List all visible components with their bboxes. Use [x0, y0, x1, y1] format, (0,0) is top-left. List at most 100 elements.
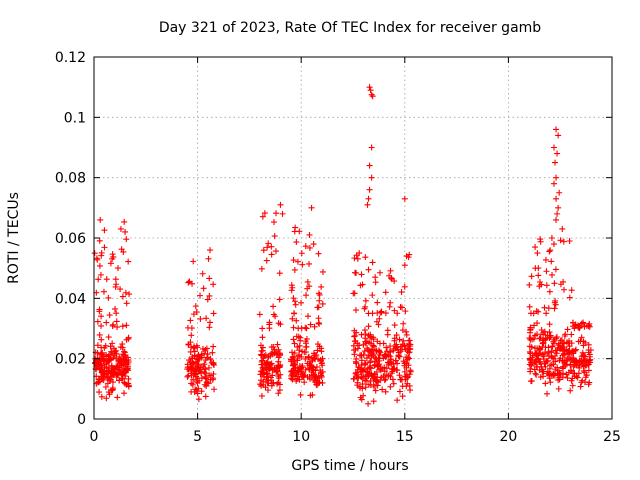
data-point [404, 380, 411, 387]
data-point [377, 377, 384, 384]
data-point [294, 355, 301, 362]
data-point [296, 228, 303, 235]
data-point [358, 396, 365, 403]
data-point [184, 324, 191, 331]
y-tick-label: 0.08 [55, 171, 86, 187]
data-point [188, 332, 195, 339]
data-point [543, 310, 550, 317]
data-point [369, 259, 376, 266]
data-point [190, 258, 197, 265]
data-point [586, 351, 593, 358]
data-point [557, 345, 564, 352]
data-point [364, 201, 371, 208]
x-tick-labels: 0 5 10 15 20 25 [90, 429, 621, 445]
data-point [399, 393, 406, 400]
data-point [401, 262, 408, 269]
data-point [274, 367, 281, 374]
data-point [550, 340, 557, 347]
data-point [274, 341, 281, 348]
data-point [297, 391, 304, 398]
data-point [207, 247, 214, 254]
data-point [122, 358, 129, 365]
data-point [206, 292, 213, 299]
data-point [365, 266, 372, 273]
data-point [299, 261, 306, 268]
data-point [112, 276, 119, 283]
data-point [382, 376, 389, 383]
data-point [566, 237, 573, 244]
data-point [268, 344, 275, 351]
data-point [546, 334, 553, 341]
data-point [538, 281, 545, 288]
data-point [568, 331, 575, 338]
data-point [555, 204, 562, 211]
data-point [361, 348, 368, 355]
x-tick-label: 0 [90, 429, 99, 445]
data-point [394, 397, 401, 404]
data-point [295, 325, 302, 332]
data-point [553, 216, 560, 223]
y-tick-labels: 0 0.02 0.04 0.06 0.08 0.1 0.12 [55, 50, 86, 428]
data-point [358, 331, 365, 338]
data-point [277, 201, 284, 208]
data-point [553, 335, 560, 342]
data-point [119, 344, 126, 351]
data-point [319, 300, 326, 307]
data-point [561, 359, 568, 366]
data-point [546, 248, 553, 255]
data-point [207, 319, 214, 326]
data-point [573, 362, 580, 369]
data-point [386, 303, 393, 310]
data-point [552, 266, 559, 273]
data-point [547, 247, 554, 254]
data-point [271, 233, 278, 240]
data-point [372, 279, 379, 286]
data-point [537, 374, 544, 381]
data-point [585, 347, 592, 354]
data-point [305, 313, 312, 320]
data-point [290, 295, 297, 302]
data-point [529, 360, 536, 367]
x-tick-label: 20 [499, 429, 517, 445]
data-point [292, 298, 299, 305]
data-point [569, 347, 576, 354]
data-point [560, 350, 567, 357]
data-point [102, 342, 109, 349]
data-point [291, 310, 298, 317]
data-point [256, 311, 263, 318]
data-point [265, 240, 272, 247]
data-point [568, 287, 575, 294]
data-point [260, 247, 267, 254]
data-point [551, 280, 558, 287]
data-point [555, 132, 562, 139]
data-point [401, 283, 408, 290]
data-point [289, 315, 296, 322]
data-point [261, 353, 268, 360]
data-point [102, 383, 109, 390]
data-point [95, 379, 102, 386]
data-point [262, 384, 269, 391]
data-point [388, 274, 395, 281]
data-point [315, 315, 322, 322]
data-point [185, 279, 192, 286]
data-point [368, 91, 375, 98]
data-point [267, 352, 274, 359]
data-point [396, 353, 403, 360]
data-point [351, 290, 358, 297]
data-point [191, 352, 198, 359]
data-point [276, 350, 283, 357]
data-point [116, 353, 123, 360]
data-point [550, 180, 557, 187]
data-point [387, 343, 394, 350]
data-point [535, 355, 542, 362]
data-point [197, 292, 204, 299]
data-point [371, 343, 378, 350]
data-point [188, 388, 195, 395]
data-point [107, 376, 114, 383]
y-tick-label: 0.12 [55, 50, 86, 66]
data-point [368, 347, 375, 354]
data-point [125, 383, 132, 390]
data-point [318, 360, 325, 367]
x-tick-label: 25 [603, 429, 621, 445]
data-point [368, 352, 375, 359]
